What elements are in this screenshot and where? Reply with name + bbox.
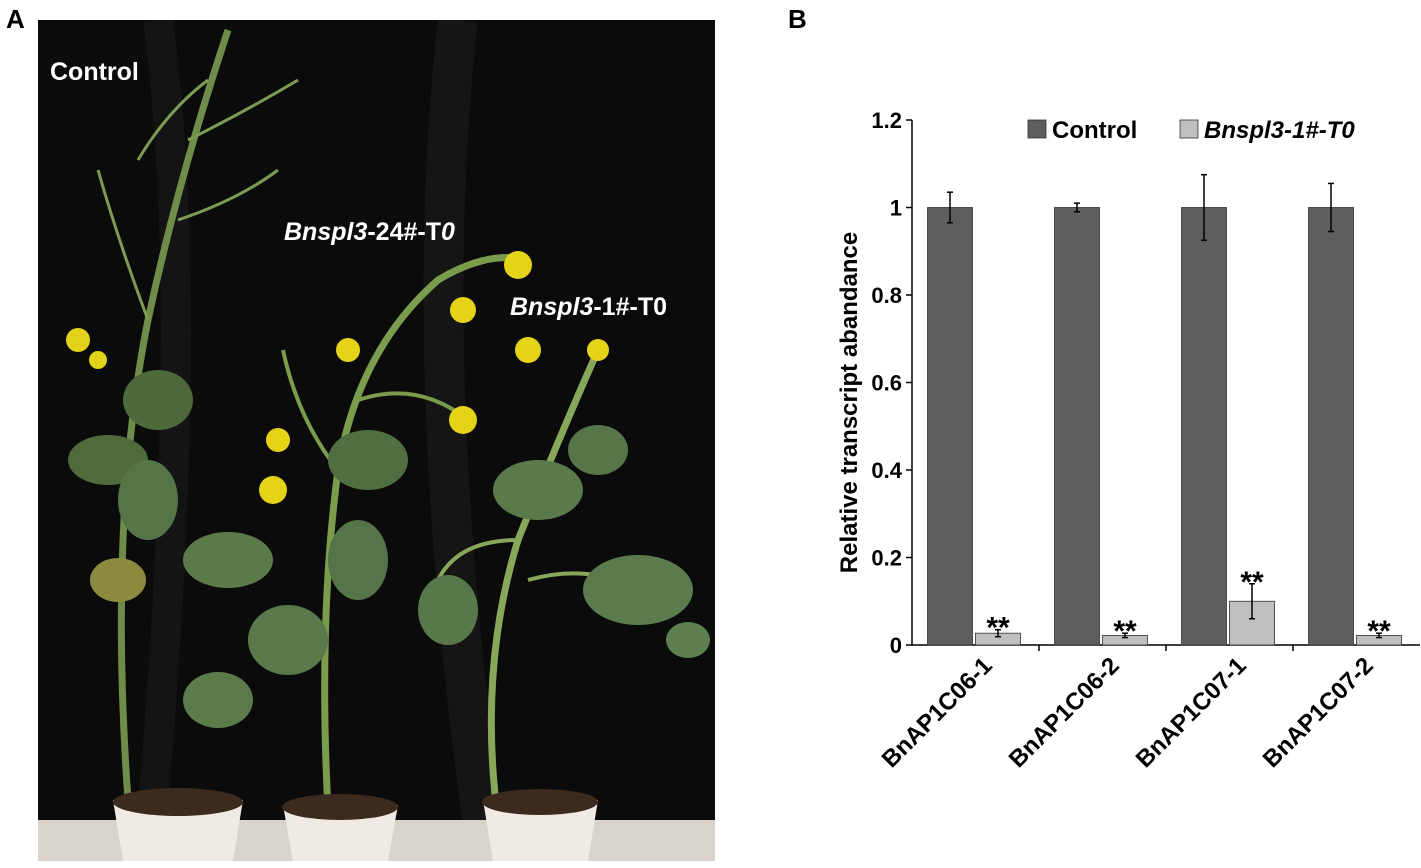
- y-tick-label: 1.2: [871, 108, 902, 133]
- panel-letter-b: B: [788, 4, 807, 34]
- bar-chart-panel: 0 0.2 0.4 0.6 0.8 1 1.2 Relative transcript aba…: [760, 0, 1421, 868]
- label-bnspl3-1-rest: -1#-T0: [593, 293, 667, 321]
- legend-swatch-mutant: [1179, 119, 1199, 139]
- bar-control: [1181, 207, 1227, 646]
- label-bnspl3-1: Bnspl3-1#-T0: [510, 293, 667, 322]
- category-label: BnAP1C06-1: [877, 652, 998, 773]
- label-control: Control: [50, 58, 139, 86]
- significance-label: **: [1367, 615, 1391, 648]
- legend-swatch-control: [1027, 119, 1047, 139]
- label-bnspl3-24-italic: Bnspl3: [284, 218, 368, 246]
- y-axis-title: Relative transcript abandance: [836, 232, 863, 573]
- plant-photo-illustration: [38, 20, 715, 861]
- bar-control: [1308, 207, 1354, 646]
- label-bnspl3-24-rest: -24#-T: [367, 218, 441, 246]
- legend-label-mutant: Bnspl3-1#-T0: [1204, 117, 1355, 144]
- label-bnspl3-24: Bnspl3-24#-T0: [284, 218, 455, 247]
- label-bnspl3-1-italic: Bnspl3: [510, 293, 594, 321]
- significance-label: **: [986, 612, 1010, 645]
- y-tick-label: 0.8: [871, 283, 902, 308]
- significance-label: **: [1240, 566, 1264, 599]
- bar-control: [1054, 207, 1100, 646]
- panel-letter-a: A: [6, 4, 25, 34]
- label-bnspl3-24-italic-end: 0: [441, 218, 455, 246]
- category-label: BnAP1C07-2: [1258, 652, 1379, 773]
- category-label: BnAP1C06-2: [1004, 652, 1125, 773]
- y-tick-label: 0.6: [871, 371, 902, 396]
- significance-label: **: [1113, 615, 1137, 648]
- bar-control: [927, 207, 973, 646]
- category-label: BnAP1C07-1: [1131, 652, 1252, 773]
- bar-chart: 0 0.2 0.4 0.6 0.8 1 1.2 Relative transcript aba…: [836, 108, 1420, 773]
- y-tick-label: 0: [890, 633, 902, 658]
- legend-label-control: Control: [1052, 117, 1137, 144]
- plant-photo: Control Bnspl3-24#-T0 Bnspl3-1#-T0: [38, 20, 715, 861]
- y-tick-label: 0.2: [871, 546, 902, 571]
- y-tick-label: 0.4: [871, 458, 902, 483]
- y-tick-label: 1: [890, 196, 902, 221]
